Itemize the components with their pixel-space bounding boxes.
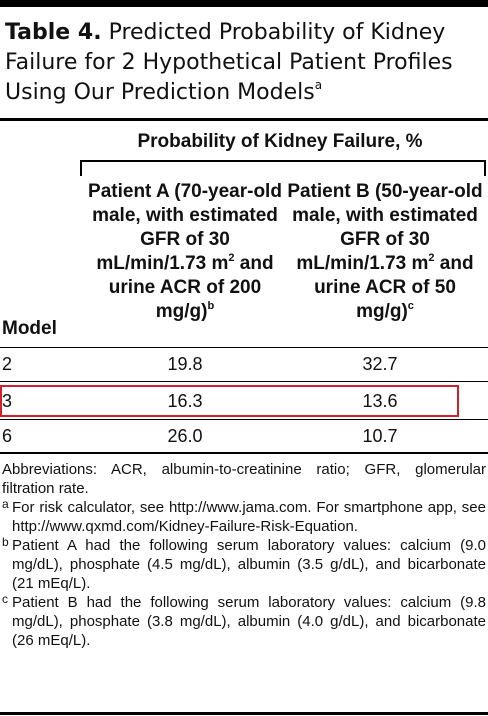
patient-b-cell: 10.7 — [362, 426, 398, 446]
table-caption: Predicted Probability of Kidney Failure … — [5, 20, 453, 105]
model-cell: 3 — [2, 391, 13, 411]
group-bracket — [80, 160, 486, 176]
patient-a-cell: 26.0 — [167, 426, 203, 446]
patient-a-header: Patient A (70-year-old male, with estima… — [88, 181, 282, 322]
table-row: 2 19.8 32.7 — [0, 349, 488, 379]
patient-b-header: Patient B (50-year-old male, with estima… — [287, 181, 483, 322]
footnote-b: b Patient A had the following serum labor… — [2, 535, 486, 592]
model-cell: 2 — [2, 354, 13, 374]
table-bottom-rule — [0, 452, 488, 454]
header-top-rule — [0, 118, 488, 121]
patient-b-cell: 32.7 — [362, 354, 398, 374]
table-number: Table 4. — [5, 20, 102, 45]
patient-a-cell: 19.8 — [167, 354, 203, 374]
header-bottom-rule — [0, 347, 488, 348]
table-row: 6 26.0 10.7 — [0, 421, 488, 451]
footnote-c: c Patient B had the following serum labor… — [2, 592, 486, 649]
footnotes: Abbreviations: ACR, albumin-to-creatinin… — [2, 460, 486, 650]
footnote-a: a For risk calculator, see http://www.jam… — [2, 497, 486, 535]
table-title: Table 4. Predicted Probability of Kidney… — [5, 18, 483, 108]
table-row: 3 16.3 13.6 — [0, 386, 488, 416]
row-divider — [0, 419, 488, 420]
group-header: Probability of Kidney Failure, % — [137, 131, 423, 152]
patient-b-cell: 13.6 — [362, 391, 398, 411]
row-highlight-box — [0, 385, 459, 417]
abbreviations-note: Abbreviations: ACR, albumin-to-creatinin… — [2, 461, 486, 497]
title-footnote-mark: a — [314, 78, 323, 92]
row-divider — [0, 381, 488, 382]
top-rule — [0, 0, 488, 7]
patient-a-cell: 16.3 — [167, 391, 203, 411]
model-cell: 6 — [2, 426, 13, 446]
model-header: Model — [2, 318, 57, 339]
bottom-rule — [0, 712, 488, 715]
